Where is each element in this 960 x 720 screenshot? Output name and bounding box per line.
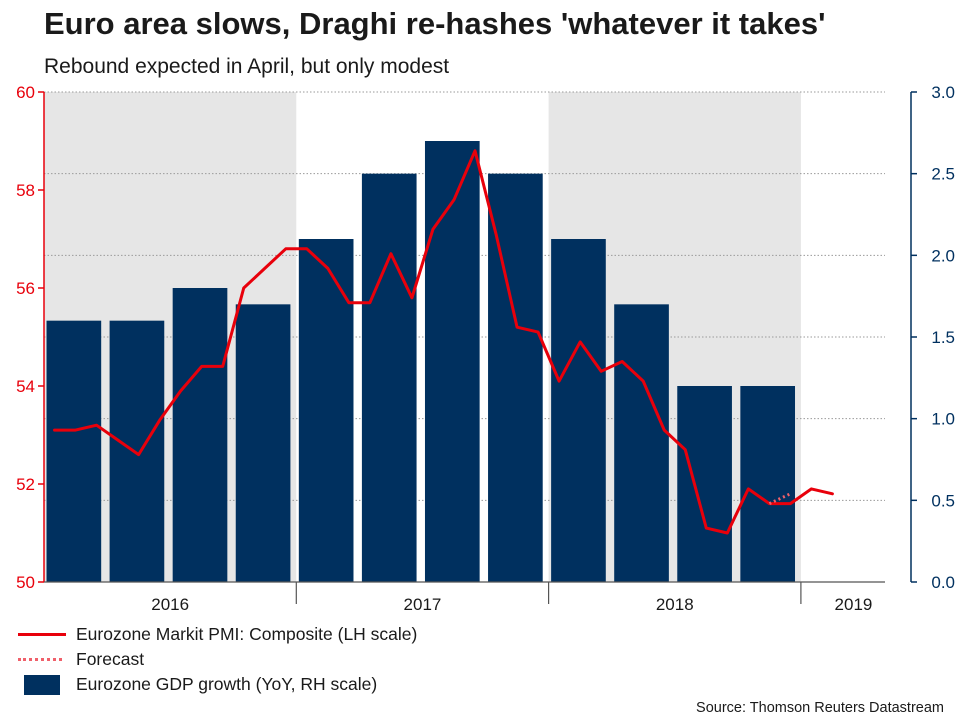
gdp-bar-9 [614,304,669,582]
left-tick-label-2: 54 [16,377,35,396]
legend-label-gdp: Eurozone GDP growth (YoY, RH scale) [76,674,378,694]
right-tick-label-3: 1.5 [931,328,955,347]
legend-label-forecast: Forecast [76,649,145,669]
left-tick-label-4: 58 [16,181,35,200]
gdp-bar-8 [551,239,606,582]
gdp-bar-2 [172,288,228,582]
chart-title: Euro area slows, Draghi re-hashes 'whate… [44,6,826,41]
gdp-bar-11 [740,386,796,582]
right-tick-label-2: 1.0 [931,410,955,429]
gdp-bar-5 [361,173,417,582]
chart-subtitle: Rebound expected in April, but only mode… [44,55,450,78]
x-year-label-2017: 2017 [404,595,442,614]
x-year-label-2016: 2016 [151,595,189,614]
forecast-line [768,492,792,505]
pmi-line [53,149,834,535]
gdp-bar-10 [677,386,732,582]
right-tick-label-6: 3.0 [931,83,955,102]
source-note: Source: Thomson Reuters Datastream [696,700,944,716]
x-year-label-2018: 2018 [656,595,694,614]
right-tick-label-0: 0.0 [931,573,955,592]
legend-swatch-forecast [18,649,66,671]
legend-item-pmi: Eurozone Markit PMI: Composite (LH scale… [18,622,417,647]
gdp-bar-1 [109,320,165,582]
right-tick-label-1: 0.5 [931,491,955,510]
left-tick-label-3: 56 [16,279,35,298]
legend-item-gdp: Eurozone GDP growth (YoY, RH scale) [18,672,417,697]
left-tick-label-0: 50 [16,573,35,592]
legend-swatch-pmi [18,624,66,646]
legend-label-pmi: Eurozone Markit PMI: Composite (LH scale… [76,624,418,644]
right-tick-label-5: 2.5 [931,165,955,184]
legend: Eurozone Markit PMI: Composite (LH scale… [18,622,417,697]
x-year-label-2019: 2019 [835,595,873,614]
legend-swatch-gdp [18,674,66,696]
gdp-bar-0 [46,320,102,582]
left-tick-label-1: 52 [16,475,35,494]
gdp-bar-3 [235,304,291,582]
right-tick-label-4: 2.0 [931,246,955,265]
gdp-bar-4 [298,239,354,582]
legend-item-forecast: Forecast [18,647,417,672]
gdp-bar-6 [424,141,480,582]
left-tick-label-5: 60 [16,83,35,102]
